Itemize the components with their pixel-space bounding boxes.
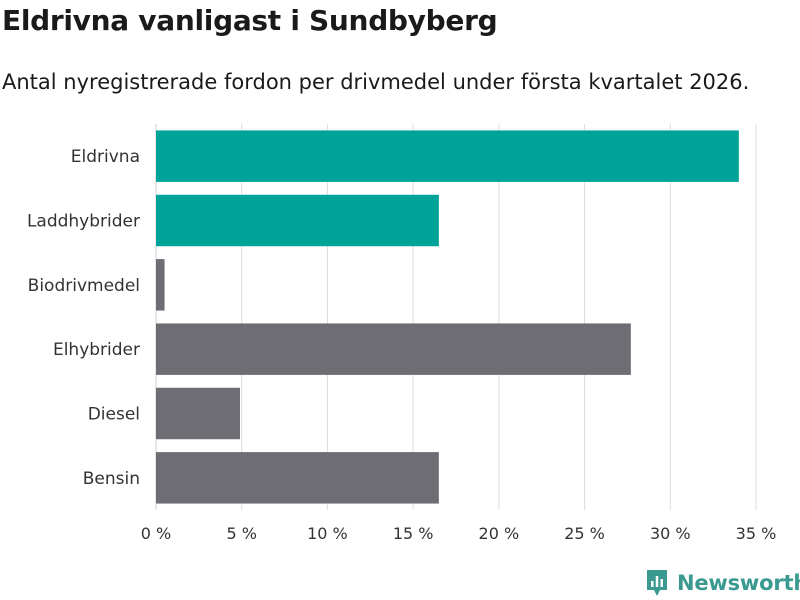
x-tick-label: 30 % [650,524,691,543]
category-label-bensin: Bensin [83,469,140,489]
x-tick-label: 10 % [307,524,348,543]
category-label-elhybrider: Elhybrider [53,340,140,360]
x-tick-label: 25 % [564,524,605,543]
bar-elhybrider [156,323,631,375]
brand-logo: Newsworthy [645,568,800,598]
chart-title: Eldrivna vanligast i Sundbyberg [2,4,498,37]
bar-chart: Eldrivna Laddhybrider Biodrivmedel Elhybrid… [27,124,777,543]
x-axis-ticks: 0 % 5 % 10 % 15 % 20 % 25 % 30 % 35 % [141,524,777,543]
category-label-laddhybrider: Laddhybrider [27,212,140,232]
bar-diesel [156,387,240,440]
bars [156,130,739,504]
chart-subtitle: Antal nyregistrerade fordon per drivmede… [2,70,750,94]
category-label-diesel: Diesel [88,405,140,425]
newsworthy-logo-icon [647,570,667,596]
category-labels: Eldrivna Laddhybrider Biodrivmedel Elhybrid… [27,147,140,489]
category-label-biodrivmedel: Biodrivmedel [28,276,140,296]
x-tick-label: 0 % [141,524,171,543]
category-label-eldrivna: Eldrivna [71,147,140,167]
x-tick-label: 5 % [226,524,256,543]
x-tick-label: 35 % [736,524,777,543]
x-tick-label: 20 % [479,524,520,543]
bar-bensin [156,452,439,504]
bar-laddhybrider [156,194,439,247]
x-tick-label: 15 % [393,524,434,543]
brand-name: Newsworthy [677,571,800,595]
gridlines [155,124,757,510]
bar-biodrivmedel [156,259,165,311]
bar-eldrivna [156,130,739,182]
